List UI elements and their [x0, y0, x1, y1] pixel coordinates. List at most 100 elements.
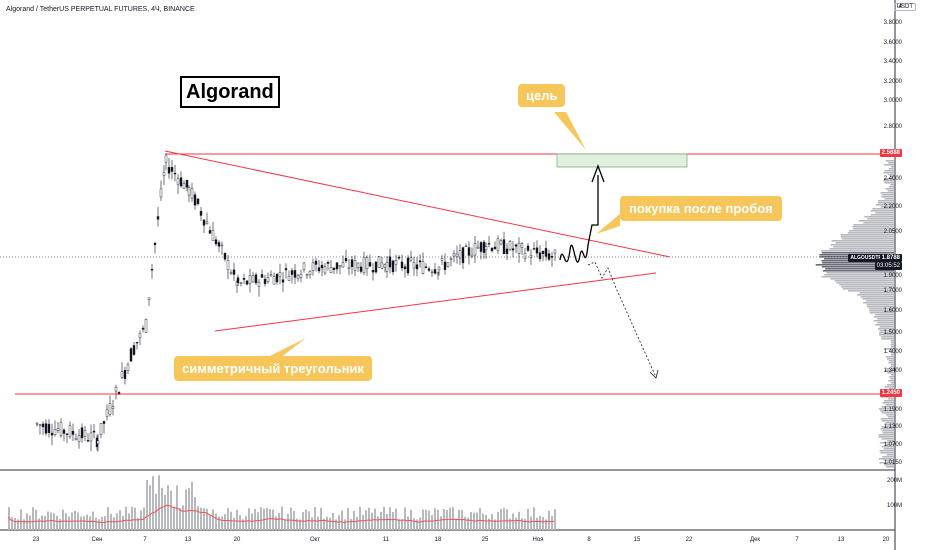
- volume-bar: [113, 517, 115, 530]
- candle-body: [159, 188, 163, 198]
- volume-bar: [524, 518, 526, 530]
- candle-body: [482, 241, 486, 253]
- candle-body: [403, 266, 407, 270]
- volume-bar: [449, 507, 451, 530]
- countdown-badge: 03:05:52: [874, 262, 902, 270]
- volume-profile-bar: [877, 202, 894, 204]
- volume-profile-bar: [879, 326, 894, 328]
- price-tick-label: 2.8000: [883, 124, 902, 130]
- candle-body: [62, 429, 66, 434]
- volume-profile-bar: [853, 224, 894, 226]
- triangle-upper-line[interactable]: [164, 150, 671, 258]
- time-tick-label: 18: [434, 537, 442, 543]
- volume-bar: [398, 519, 400, 530]
- volume-bar: [14, 517, 16, 530]
- target-zone[interactable]: [556, 153, 688, 168]
- volume-profile-bar: [881, 336, 894, 338]
- candle-body: [242, 278, 246, 280]
- volume-bar: [257, 512, 259, 530]
- candle-body: [263, 278, 267, 284]
- price-tick-label: 1.9000: [883, 273, 902, 279]
- volume-bar: [188, 488, 190, 530]
- volume-bar: [236, 509, 238, 530]
- volume-bar: [149, 485, 151, 530]
- volume-bar: [83, 516, 85, 530]
- candle-body: [59, 421, 63, 436]
- volume-bar: [521, 518, 523, 530]
- time-tick-label: Дек: [749, 537, 761, 543]
- candle-body: [117, 391, 121, 395]
- volume-profile-bar: [887, 398, 894, 400]
- volume-profile-bar: [869, 312, 894, 314]
- volume-bar: [152, 476, 154, 530]
- volume-bar: [539, 515, 541, 530]
- candle-body: [102, 421, 106, 424]
- price-tick-label: 3.2000: [883, 79, 902, 85]
- time-tick-label: 7: [795, 537, 799, 543]
- candle-body: [296, 274, 300, 279]
- goal-callout[interactable]: цель: [518, 84, 566, 107]
- volume-bar: [401, 519, 403, 530]
- candle-body: [385, 262, 389, 272]
- candle-body: [377, 256, 381, 268]
- candle-body: [96, 440, 100, 444]
- price-tick-label: 1.1300: [883, 424, 902, 430]
- volume-profile-bar: [885, 188, 894, 190]
- triangle-callout[interactable]: симметричный треугольник: [174, 356, 372, 381]
- volume-profile-bar: [821, 250, 894, 252]
- volume-bar: [281, 506, 283, 530]
- algorand-label-box[interactable]: Algorand: [180, 76, 280, 108]
- volume-bar: [407, 516, 409, 530]
- volume-bar: [305, 509, 307, 530]
- candle-body: [433, 269, 437, 274]
- volume-profile-bar: [882, 456, 894, 458]
- volume-bar: [467, 517, 469, 530]
- goal-pointer: [554, 112, 586, 150]
- projection-down-arrow: [649, 369, 659, 379]
- candle-body: [449, 258, 453, 260]
- candle-body: [196, 198, 200, 205]
- volume-profile-bar: [881, 194, 894, 196]
- volume-profile-bar: [815, 264, 894, 266]
- volume-bar: [368, 507, 370, 530]
- volume-profile-bar: [884, 198, 894, 200]
- volume-bar: [56, 515, 58, 530]
- volume-bar: [125, 506, 127, 530]
- triangle-pointer: [266, 338, 306, 358]
- volume-profile-bar: [881, 412, 894, 414]
- volume-profile-bar: [883, 180, 894, 182]
- triangle-lower-line[interactable]: [214, 272, 657, 332]
- volume-bar: [233, 517, 235, 530]
- volume-bar: [422, 509, 424, 530]
- price-candles: [35, 154, 557, 452]
- current-symbol-badge: ALGOUSDTPERP: [848, 254, 894, 262]
- volume-bar: [431, 515, 433, 530]
- volume-bar: [62, 509, 64, 530]
- candle-body: [305, 274, 309, 276]
- volume-bar: [470, 512, 472, 530]
- volume-bar: [242, 519, 244, 530]
- volume-profile-bar: [867, 218, 894, 220]
- volume-profile-bar: [875, 314, 894, 316]
- currency-tag[interactable]: USDT: [893, 3, 916, 11]
- volume-bar: [35, 509, 37, 530]
- volume-bar: [278, 512, 280, 530]
- volume-bar: [245, 516, 247, 530]
- volume-profile-bar: [821, 266, 894, 268]
- candle-body: [391, 260, 395, 273]
- volume-profile-bar: [869, 310, 894, 312]
- candle-body: [53, 429, 57, 435]
- volume-profile-bar: [880, 452, 894, 454]
- buy-callout[interactable]: покупка после пробоя: [620, 196, 782, 221]
- volume-bar: [320, 507, 322, 530]
- volume-bar: [200, 507, 202, 530]
- volume-profile-bar: [881, 406, 894, 408]
- candle-body: [476, 246, 480, 249]
- volume-profile-bar: [881, 196, 894, 198]
- candle-body: [529, 255, 533, 258]
- candle-body: [421, 261, 425, 274]
- volume-profile-bar: [830, 244, 894, 246]
- volume-bar: [428, 510, 430, 530]
- volume-profile-bar: [890, 378, 894, 380]
